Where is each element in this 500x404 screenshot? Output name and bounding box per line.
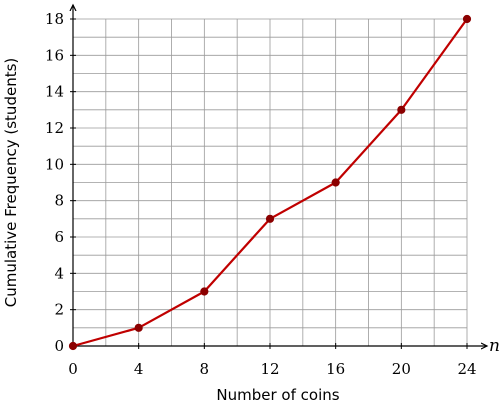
y-tick-label: 0 xyxy=(54,337,64,355)
data-point xyxy=(265,214,275,223)
x-tick-label: 12 xyxy=(260,360,279,378)
x-tick-label: 0 xyxy=(68,360,78,378)
data-point xyxy=(462,14,472,24)
data-point xyxy=(200,287,209,296)
series xyxy=(68,14,472,351)
x-axis-title: Number of coins xyxy=(216,386,339,404)
data-point xyxy=(68,341,78,351)
y-tick-label: 12 xyxy=(45,119,64,137)
y-tick-label: 14 xyxy=(45,83,64,101)
y-tick-label: 8 xyxy=(54,192,64,210)
y-tick-label: 18 xyxy=(45,10,64,28)
data-point xyxy=(397,105,406,114)
x-tick-label: 4 xyxy=(134,360,144,378)
grid xyxy=(73,18,468,346)
data-point xyxy=(331,178,340,187)
data-point xyxy=(134,323,143,332)
x-tick-label: 20 xyxy=(392,360,411,378)
y-axis-title: Cumulative Frequency (students) xyxy=(2,58,20,308)
y-tick-label: 10 xyxy=(45,155,64,173)
x-tick-label: 16 xyxy=(326,360,345,378)
y-tick-label: 4 xyxy=(54,264,64,282)
y-tick-label: 6 xyxy=(54,228,64,246)
axes xyxy=(70,5,487,349)
y-tick-label: 16 xyxy=(45,46,64,64)
x-axis-variable-label: n xyxy=(489,336,500,356)
x-tick-label: 24 xyxy=(457,360,476,378)
y-tick-label: 2 xyxy=(54,301,64,319)
x-tick-label: 8 xyxy=(200,360,210,378)
